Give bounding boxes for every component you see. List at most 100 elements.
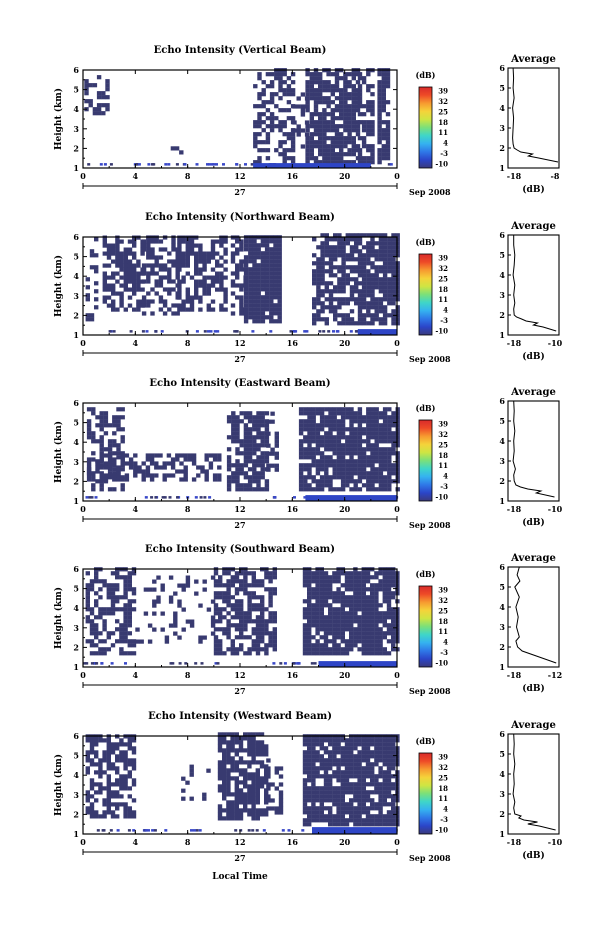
echo-cell — [382, 742, 387, 747]
echo-cell — [381, 84, 386, 89]
echo-cell — [286, 132, 292, 137]
echo-cell — [108, 330, 112, 333]
echo-cell — [268, 571, 273, 576]
echo-cell — [328, 463, 333, 468]
echo-cell — [349, 463, 354, 468]
avg-y-tick-label: 3 — [499, 123, 505, 133]
echo-cell — [115, 794, 120, 799]
echo-cell — [251, 732, 256, 737]
echo-cell — [365, 738, 371, 743]
echo-cell — [99, 453, 104, 458]
echo-cell — [234, 611, 240, 616]
echo-cell — [322, 140, 327, 145]
echo-cell — [309, 136, 314, 141]
echo-cell — [269, 92, 275, 97]
echo-cell — [181, 583, 186, 588]
echo-cell — [181, 259, 186, 264]
echo-cell — [382, 277, 388, 282]
echo-cell — [334, 84, 340, 89]
echo-cell — [120, 439, 125, 444]
echo-cell — [264, 243, 270, 248]
echo-cell — [235, 451, 240, 456]
echo-cell — [391, 818, 396, 823]
echo-cell — [85, 806, 90, 811]
echo-cell — [387, 427, 392, 432]
echo-cell — [264, 299, 270, 304]
echo-cell — [149, 461, 155, 466]
echo-cell — [322, 128, 327, 133]
y-tick-label: 6 — [73, 398, 79, 408]
echo-cell — [333, 233, 338, 238]
echo-cell — [357, 415, 363, 420]
echo-cell — [238, 772, 244, 777]
echo-cell — [247, 800, 252, 805]
echo-cell — [347, 72, 352, 77]
echo-cell — [149, 477, 155, 482]
echo-cell — [315, 487, 321, 492]
echo-cell — [320, 273, 325, 278]
echo-cell — [154, 271, 159, 276]
echo-cell — [218, 619, 223, 624]
echo-cell — [86, 473, 92, 478]
echo-cell — [99, 465, 104, 470]
echo-cell — [307, 455, 312, 460]
echo-cell — [349, 321, 355, 326]
echo-cell — [319, 786, 324, 791]
echo-cell — [177, 243, 182, 248]
echo-cell — [269, 251, 274, 256]
echo-cell — [391, 750, 396, 755]
echo-cell — [177, 603, 182, 608]
echo-cell — [278, 140, 283, 145]
echo-cell — [382, 790, 387, 795]
avg-profile-line — [512, 67, 559, 163]
x-tick-label: 12 — [234, 171, 245, 181]
echo-cell — [116, 447, 121, 452]
echo-cell — [177, 287, 182, 292]
echo-cell — [116, 473, 121, 478]
echo-cell — [370, 108, 375, 113]
echo-cell — [183, 477, 188, 482]
echo-cell — [251, 575, 256, 580]
echo-cell — [177, 635, 182, 640]
echo-cell — [260, 635, 265, 640]
echo-cell — [119, 802, 124, 807]
echo-cell — [257, 160, 262, 165]
echo-cell — [260, 243, 266, 248]
echo-cell — [374, 742, 379, 747]
echo-cell — [353, 451, 358, 456]
echo-cell — [339, 92, 344, 97]
echo-cell — [194, 283, 199, 288]
echo-cell — [269, 84, 275, 89]
echo-cell — [378, 639, 383, 644]
echo-cell — [252, 251, 257, 256]
echo-cell — [123, 742, 128, 747]
echo-cell — [239, 615, 244, 620]
echo-cell — [339, 148, 344, 153]
echo-cell — [322, 116, 327, 121]
echo-cell — [119, 275, 124, 280]
echo-cell — [252, 279, 257, 284]
echo-cell — [357, 435, 363, 440]
echo-cell — [357, 459, 363, 464]
echo-cell — [162, 299, 168, 304]
echo-cell — [116, 451, 121, 456]
echo-cell — [234, 816, 239, 821]
echo-cell — [119, 259, 124, 264]
echo-cell — [378, 423, 384, 428]
echo-cell — [170, 457, 176, 462]
echo-cell — [328, 603, 333, 608]
echo-cell — [256, 463, 261, 468]
echo-cell — [274, 451, 279, 456]
echo-cell — [341, 281, 346, 286]
echo-cell — [382, 746, 387, 751]
echo-cell — [353, 419, 358, 424]
echo-cell — [365, 651, 371, 656]
echo-cell — [213, 330, 217, 333]
echo-cell — [88, 99, 93, 104]
echo-cell — [248, 303, 253, 308]
echo-cell — [307, 595, 312, 600]
echo-cell — [290, 160, 296, 165]
echo-cell — [357, 639, 362, 644]
echo-cell — [309, 116, 314, 121]
echo-cell — [318, 72, 323, 77]
